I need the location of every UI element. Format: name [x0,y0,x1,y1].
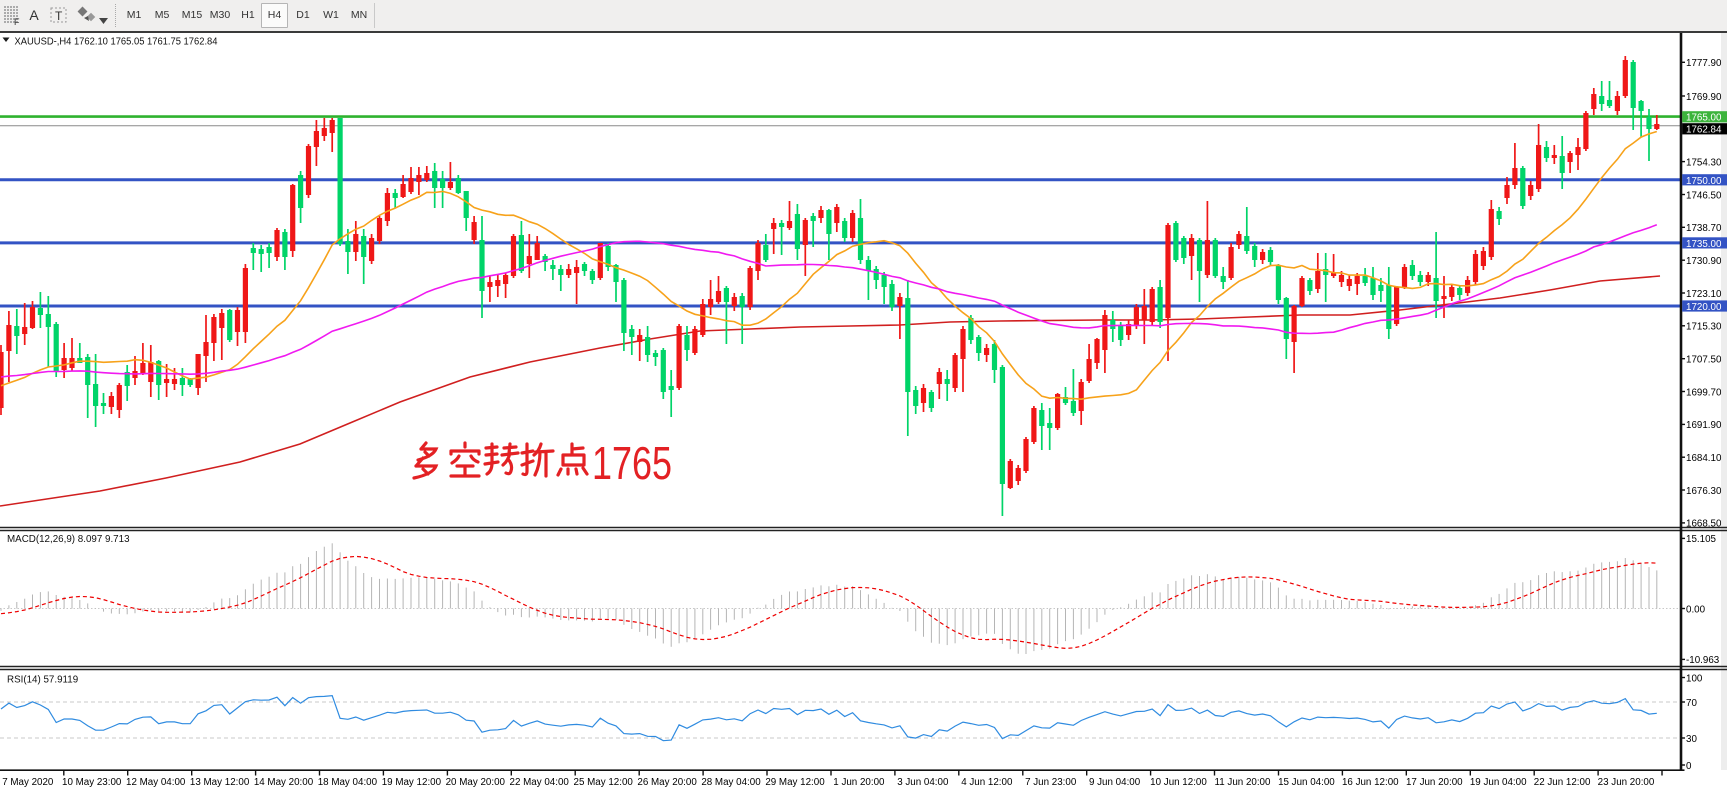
svg-text:3 Jun 04:00: 3 Jun 04:00 [897,777,949,788]
svg-text:13 May 12:00: 13 May 12:00 [190,777,250,788]
svg-text:12 May 04:00: 12 May 04:00 [126,777,186,788]
svg-text:1699.70: 1699.70 [1686,387,1722,398]
svg-text:25 May 12:00: 25 May 12:00 [574,777,634,788]
svg-text:10 May 23:00: 10 May 23:00 [62,777,122,788]
svg-text:23 Jun 20:00: 23 Jun 20:00 [1598,777,1655,788]
svg-text:16 Jun 12:00: 16 Jun 12:00 [1342,777,1399,788]
svg-text:19 May 12:00: 19 May 12:00 [382,777,442,788]
svg-text:0: 0 [1686,761,1692,772]
svg-text:1762.84: 1762.84 [1686,124,1722,135]
svg-text:15 Jun 04:00: 15 Jun 04:00 [1278,777,1335,788]
svg-text:1668.50: 1668.50 [1686,519,1722,530]
svg-text:9 Jun 04:00: 9 Jun 04:00 [1089,777,1141,788]
svg-text:1707.50: 1707.50 [1686,355,1722,366]
svg-text:10 Jun 12:00: 10 Jun 12:00 [1150,777,1207,788]
svg-text:20 May 20:00: 20 May 20:00 [446,777,506,788]
svg-text:T: T [55,9,63,23]
svg-text:1746.50: 1746.50 [1686,190,1722,201]
svg-text:28 May 04:00: 28 May 04:00 [701,777,761,788]
svg-text:17 Jun 20:00: 17 Jun 20:00 [1406,777,1463,788]
svg-text:1715.30: 1715.30 [1686,322,1722,333]
svg-text:11 Jun 20:00: 11 Jun 20:00 [1215,777,1271,788]
svg-text:1723.10: 1723.10 [1686,289,1722,300]
svg-text:7 May 2020: 7 May 2020 [2,777,54,788]
svg-text:1735.00: 1735.00 [1686,239,1722,250]
svg-text:F: F [14,17,20,26]
svg-text:1765.00: 1765.00 [1686,112,1722,123]
svg-text:7 Jun 23:00: 7 Jun 23:00 [1025,777,1077,788]
svg-text:0.00: 0.00 [1686,604,1706,615]
svg-text:18 May 04:00: 18 May 04:00 [318,777,378,788]
svg-text:1730.90: 1730.90 [1686,256,1722,267]
svg-text:1 Jun 20:00: 1 Jun 20:00 [833,777,885,788]
svg-text:1676.30: 1676.30 [1686,486,1722,497]
svg-text:1750.00: 1750.00 [1686,176,1722,187]
svg-text:22 Jun 12:00: 22 Jun 12:00 [1534,777,1591,788]
svg-text:XAUUSD-,H4 1762.10 1765.05 17: XAUUSD-,H4 1762.10 1765.05 1761.75 1762.… [15,37,218,48]
svg-text:19 Jun 04:00: 19 Jun 04:00 [1470,777,1527,788]
svg-text:22 May 04:00: 22 May 04:00 [510,777,570,788]
svg-text:1777.90: 1777.90 [1686,58,1722,69]
svg-text:26 May 20:00: 26 May 20:00 [637,777,697,788]
svg-text:29 May 12:00: 29 May 12:00 [765,777,825,788]
svg-text:1769.90: 1769.90 [1686,92,1722,103]
svg-text:RSI(14) 57.9119: RSI(14) 57.9119 [7,675,78,686]
svg-text:70: 70 [1686,698,1697,709]
svg-text:MACD(12,26,9) 8.097 9.713: MACD(12,26,9) 8.097 9.713 [7,534,130,545]
svg-text:1684.10: 1684.10 [1686,453,1722,464]
svg-text:30: 30 [1686,734,1697,745]
svg-text:1691.90: 1691.90 [1686,420,1722,431]
svg-text:1738.70: 1738.70 [1686,223,1722,234]
svg-text:1754.30: 1754.30 [1686,157,1722,168]
svg-text:4 Jun 12:00: 4 Jun 12:00 [961,777,1013,788]
svg-text:1720.00: 1720.00 [1686,302,1722,313]
svg-text:15.105: 15.105 [1686,534,1717,545]
svg-text:1765: 1765 [592,437,672,489]
svg-text:-10.963: -10.963 [1686,655,1720,666]
svg-text:100: 100 [1686,673,1703,684]
svg-text:14 May 20:00: 14 May 20:00 [254,777,314,788]
